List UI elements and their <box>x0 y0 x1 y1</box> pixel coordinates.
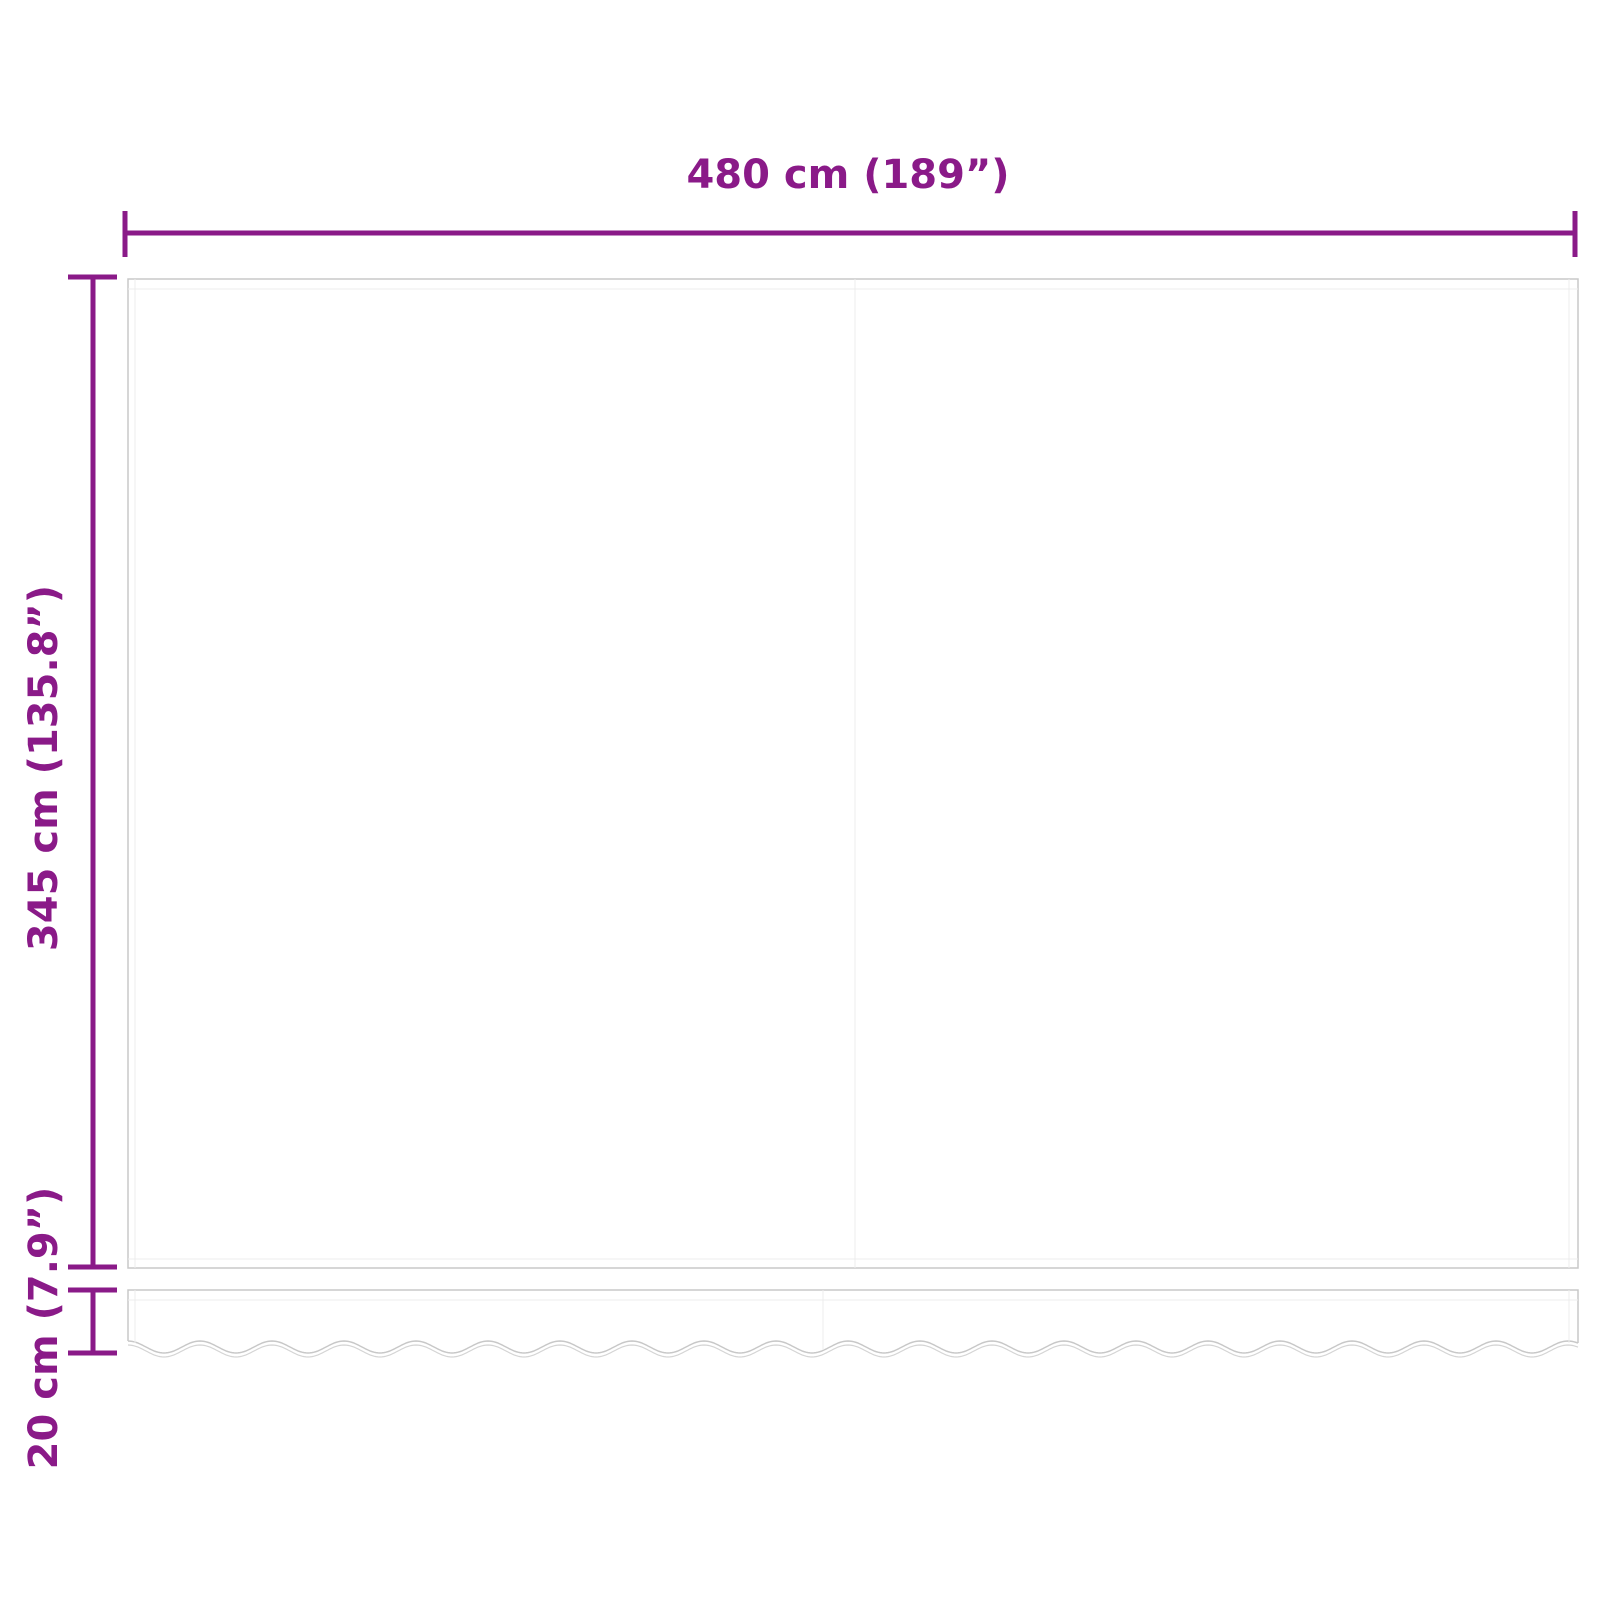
valance-dimension <box>68 1287 117 1356</box>
width-label: 480 cm (189”) <box>686 152 1009 198</box>
panel-outline <box>127 278 1579 1269</box>
height-dimension <box>68 274 117 1270</box>
valance-wave-inner <box>127 1344 1579 1358</box>
awning-panel <box>127 278 1579 1269</box>
width-dimension <box>122 211 1578 257</box>
valance <box>127 1289 1579 1358</box>
valance-label: 20 cm (7.9”) <box>21 1187 67 1470</box>
height-label: 345 cm (135.8”) <box>21 585 67 951</box>
valance-outline <box>127 1289 1579 1354</box>
